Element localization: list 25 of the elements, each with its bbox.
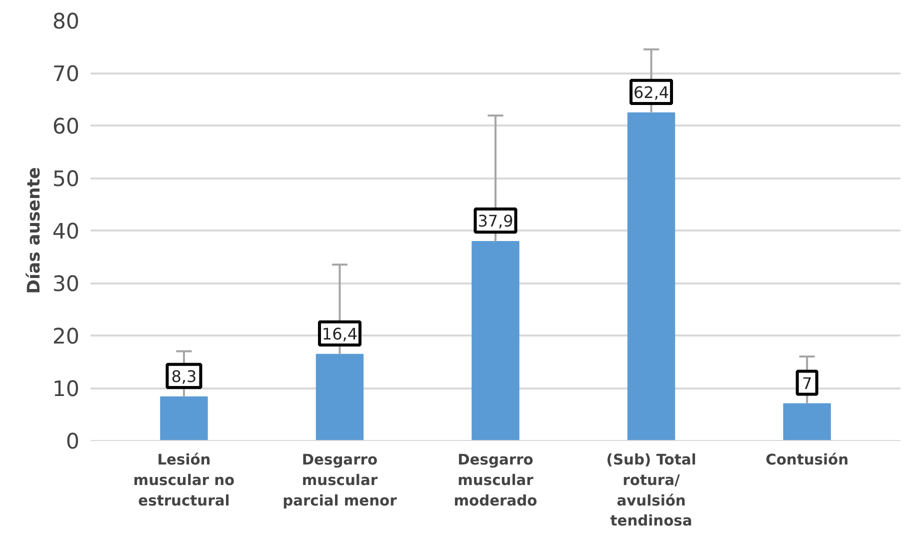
- x-tick-label: Desgarro muscular parcial menor: [282, 452, 398, 510]
- bar: [472, 241, 520, 440]
- y-tick-label: 40: [52, 220, 80, 244]
- y-tick-label: 30: [52, 272, 80, 297]
- y-tick-label: 0: [66, 430, 80, 454]
- data-label: 16,4: [322, 324, 358, 344]
- data-label: 62,4: [633, 82, 670, 102]
- x-tick-label: (Sub) Total rotura/ avulsión tendinosa: [606, 452, 696, 530]
- data-label: 37,9: [478, 212, 514, 231]
- x-tick-label: Lesión muscular no estructural: [133, 452, 235, 510]
- y-tick-label: 10: [52, 377, 80, 402]
- y-tick-label: 50: [52, 167, 80, 192]
- bar: [783, 403, 831, 440]
- y-tick-label: 60: [52, 114, 80, 140]
- data-label: 8,3: [171, 366, 197, 386]
- y-tick-label: 20: [52, 324, 80, 350]
- y-tick-label: 70: [52, 62, 80, 87]
- bar: [627, 112, 676, 440]
- data-label: 7: [802, 374, 812, 393]
- y-axis-title: Días ausente: [24, 167, 44, 294]
- bar: [160, 396, 208, 440]
- bar: [316, 354, 364, 440]
- x-tick-label: Contusión: [766, 452, 849, 468]
- x-tick-label: Desgarro muscular moderado: [454, 452, 538, 510]
- y-tick-label: 80: [52, 10, 80, 34]
